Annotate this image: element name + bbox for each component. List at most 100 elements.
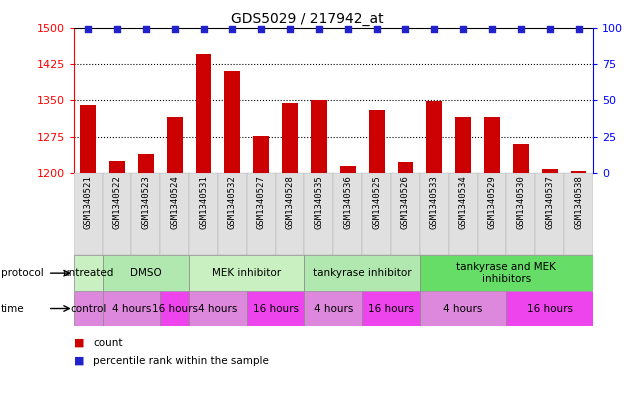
Bar xyxy=(189,291,247,326)
Text: GSM1340532: GSM1340532 xyxy=(228,175,237,229)
Bar xyxy=(570,171,587,173)
Point xyxy=(429,26,440,32)
Bar xyxy=(247,291,304,326)
Text: count: count xyxy=(93,338,122,348)
Text: 16 hours: 16 hours xyxy=(253,303,299,314)
Bar xyxy=(455,117,471,173)
Bar xyxy=(362,291,420,326)
Bar xyxy=(131,173,160,255)
Point xyxy=(574,26,584,32)
Text: untreated: untreated xyxy=(62,268,114,278)
Bar xyxy=(391,173,420,255)
Text: GSM1340537: GSM1340537 xyxy=(545,175,554,229)
Bar xyxy=(420,291,506,326)
Text: 16 hours: 16 hours xyxy=(368,303,414,314)
Point xyxy=(228,26,238,32)
Text: 4 hours: 4 hours xyxy=(313,303,353,314)
Bar xyxy=(304,255,420,291)
Bar xyxy=(362,173,391,255)
Point xyxy=(372,26,382,32)
Text: GSM1340521: GSM1340521 xyxy=(83,175,93,229)
Text: 16 hours: 16 hours xyxy=(527,303,572,314)
Bar xyxy=(564,173,593,255)
Text: MEK inhibitor: MEK inhibitor xyxy=(212,268,281,278)
Point xyxy=(169,26,179,32)
Bar xyxy=(420,173,449,255)
Bar xyxy=(80,105,96,173)
Text: GSM1340538: GSM1340538 xyxy=(574,175,583,229)
Text: tankyrase inhibitor: tankyrase inhibitor xyxy=(313,268,412,278)
Point xyxy=(545,26,555,32)
Text: GSM1340534: GSM1340534 xyxy=(458,175,468,229)
Text: GSM1340533: GSM1340533 xyxy=(429,175,439,229)
Point xyxy=(487,26,497,32)
Text: GSM1340527: GSM1340527 xyxy=(256,175,266,229)
Text: GSM1340522: GSM1340522 xyxy=(112,175,122,229)
Text: 4 hours: 4 hours xyxy=(198,303,238,314)
Text: GDS5029 / 217942_at: GDS5029 / 217942_at xyxy=(231,12,384,26)
Bar xyxy=(304,291,362,326)
Point xyxy=(83,26,94,32)
Text: GSM1340530: GSM1340530 xyxy=(516,175,526,229)
Text: GSM1340524: GSM1340524 xyxy=(170,175,179,229)
Bar xyxy=(74,173,103,255)
Bar xyxy=(74,255,103,291)
Text: control: control xyxy=(70,303,106,314)
Text: tankyrase and MEK
inhibitors: tankyrase and MEK inhibitors xyxy=(456,263,556,284)
Point xyxy=(458,26,468,32)
Point xyxy=(515,26,526,32)
Text: GSM1340528: GSM1340528 xyxy=(285,175,295,229)
Bar xyxy=(542,169,558,173)
Bar xyxy=(276,173,304,255)
Text: 4 hours: 4 hours xyxy=(112,303,151,314)
Point xyxy=(285,26,295,32)
Bar xyxy=(109,161,125,173)
Text: GSM1340523: GSM1340523 xyxy=(141,175,151,229)
Text: ■: ■ xyxy=(74,338,84,348)
Point xyxy=(199,26,209,32)
Bar xyxy=(167,117,183,173)
Bar xyxy=(304,173,333,255)
Bar xyxy=(189,173,218,255)
Bar xyxy=(478,173,506,255)
Bar xyxy=(74,291,103,326)
Bar xyxy=(103,255,189,291)
Bar xyxy=(138,154,154,173)
Bar xyxy=(224,71,240,173)
Text: ■: ■ xyxy=(74,356,84,365)
Bar xyxy=(196,54,212,173)
Bar xyxy=(449,173,478,255)
Text: 4 hours: 4 hours xyxy=(444,303,483,314)
Point xyxy=(112,26,122,32)
Text: GSM1340531: GSM1340531 xyxy=(199,175,208,229)
Bar xyxy=(253,136,269,173)
Point xyxy=(342,26,353,32)
Text: protocol: protocol xyxy=(1,268,44,278)
Point xyxy=(314,26,324,32)
Bar xyxy=(189,255,304,291)
Text: GSM1340529: GSM1340529 xyxy=(487,175,497,229)
Bar xyxy=(397,162,413,173)
Bar xyxy=(340,165,356,173)
Bar xyxy=(160,291,189,326)
Bar xyxy=(426,101,442,173)
Bar xyxy=(282,103,298,173)
Bar xyxy=(333,173,362,255)
Text: percentile rank within the sample: percentile rank within the sample xyxy=(93,356,269,365)
Bar xyxy=(103,291,160,326)
Bar xyxy=(218,173,247,255)
Bar xyxy=(506,291,593,326)
Text: GSM1340525: GSM1340525 xyxy=(372,175,381,229)
Bar xyxy=(484,117,500,173)
Bar xyxy=(420,255,593,291)
Bar xyxy=(103,173,131,255)
Point xyxy=(400,26,410,32)
Bar xyxy=(513,144,529,173)
Bar xyxy=(160,173,189,255)
Bar xyxy=(535,173,564,255)
Text: GSM1340526: GSM1340526 xyxy=(401,175,410,229)
Point xyxy=(140,26,151,32)
Bar xyxy=(506,173,535,255)
Text: GSM1340536: GSM1340536 xyxy=(343,175,353,229)
Text: DMSO: DMSO xyxy=(130,268,162,278)
